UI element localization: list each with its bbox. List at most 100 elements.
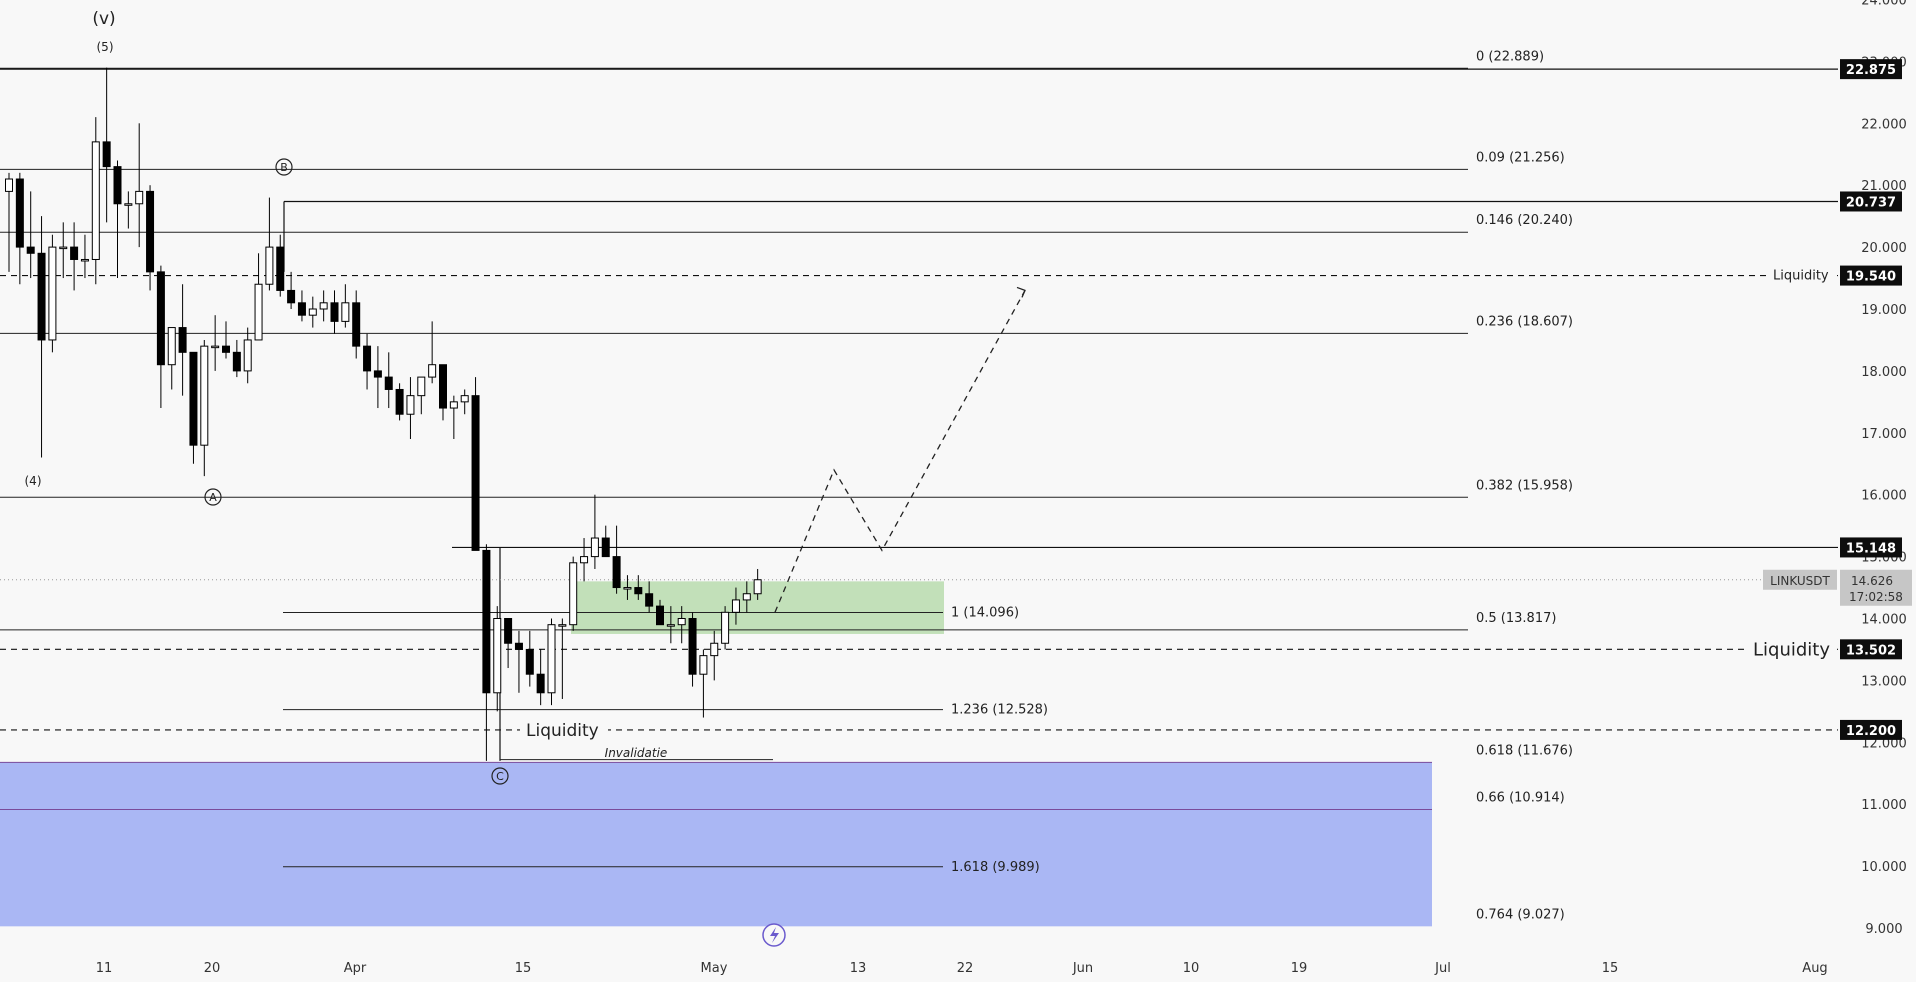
price-badge-value: 15.148 [1846,541,1896,556]
candle-body [319,302,328,310]
fib-level-label: 0.66 (10.914) [1476,791,1565,806]
candle-body [26,246,35,254]
wave-b-circle [275,158,293,176]
candle-body [558,624,567,627]
time-tick-label: Apr [344,961,367,976]
candle-body [580,556,589,564]
candle-body [449,401,458,409]
candle-body [297,302,306,316]
candle-body [178,327,187,353]
price-axis-background [1838,0,1916,982]
candle-body [525,648,534,675]
lines-layer [0,67,1838,868]
price-badge-value: 13.502 [1846,643,1896,658]
candle-body [80,258,89,262]
candle-body [601,537,610,558]
time-tick-label: Aug [1802,961,1827,976]
candle-body [167,327,176,366]
time-tick-label: 15 [1602,961,1619,976]
candle-body [341,302,350,322]
candle-body [612,556,621,589]
candle-body [428,364,437,378]
candle-body [471,395,480,551]
wave-label-v: (v) [92,9,115,29]
projection-layer [774,286,1026,613]
candle-body [439,364,447,409]
price-tick-label: 24.000 [1861,0,1907,9]
price-tick-label: 21.000 [1861,179,1907,194]
fib-level-label: 0.236 (18.607) [1476,314,1573,329]
time-tick-label: 13 [850,961,867,976]
fib-extension-label: 1.618 (9.989) [951,860,1040,875]
price-tick-label: 9.000 [1865,922,1902,937]
candle-body [395,388,404,415]
liquidity-label-bg [1749,637,1833,660]
price-badge [1840,537,1902,558]
candle-body [70,246,79,260]
candle-body [721,611,730,644]
candle-body [211,345,220,349]
candle-body [656,605,664,626]
candle-body [504,618,513,644]
candle-body [688,618,697,675]
price-badge-value: 20.737 [1846,195,1896,210]
candle-body [493,618,502,694]
price-badge [1840,191,1902,212]
candle-body [287,289,296,304]
wave-label-5: (5) [97,40,114,54]
candle-body [634,587,643,595]
wave-c-circle [491,767,509,785]
candle-body [514,642,523,650]
liquidity-label-bg [1769,263,1835,286]
projected-path-arrowhead [1016,286,1026,298]
candle-body [113,166,122,205]
fib-level-label: 0.382 (15.958) [1476,478,1573,493]
price-tick-label: 16.000 [1861,489,1907,504]
price-tick-label: 11.000 [1861,798,1907,813]
zones-layer [0,581,1432,927]
candle-body [363,345,372,372]
fib-level-label: 0.5 (13.817) [1476,611,1556,626]
time-tick-label: 15 [515,961,532,976]
candle-body [373,370,382,378]
time-tick-label: 11 [96,961,113,976]
countdown-value: 17:02:58 [1849,590,1903,604]
price-tick-label: 10.000 [1861,860,1907,875]
candle-body [330,302,339,322]
time-tick-label: May [701,961,728,976]
fib-level-label: 0.618 (11.676) [1476,743,1573,758]
price-badge-value: 19.540 [1846,270,1896,285]
replay-icon[interactable] [762,923,786,947]
candle-body [254,283,263,341]
candle-body [417,376,426,397]
price-tick-label: 12.000 [1861,736,1907,751]
time-tick-label: 22 [957,961,974,976]
candle-body [308,308,317,316]
candle-body [753,579,762,595]
last-price-value: 14.626 [1851,574,1893,588]
candles-layer [5,67,762,761]
price-badge-value: 22.875 [1846,63,1896,78]
candle-body [135,190,144,205]
wave-label-c: C [496,770,504,783]
fib-level-label: 0.764 (9.027) [1476,907,1565,922]
candle-body [189,351,198,446]
projected-path [774,290,1026,613]
time-axis: 11 20 Apr 15 May 13 22 Jun 10 19 Jul 15 Aug [96,961,1828,976]
price-badge [1840,719,1902,740]
liquidity-label: Liquidity [1753,639,1830,660]
price-badge [1840,639,1902,660]
candle-body [590,537,599,558]
price-badge [1840,265,1902,286]
candle-body [406,395,415,415]
time-tick-label: 19 [1291,961,1308,976]
time-tick-label: Jun [1072,961,1093,976]
candle-body [547,624,556,694]
price-tick-label: 14.000 [1861,613,1907,628]
candle-body [699,655,708,675]
candle-body [15,178,24,248]
candle-body [666,624,675,627]
candle-body [710,642,719,657]
